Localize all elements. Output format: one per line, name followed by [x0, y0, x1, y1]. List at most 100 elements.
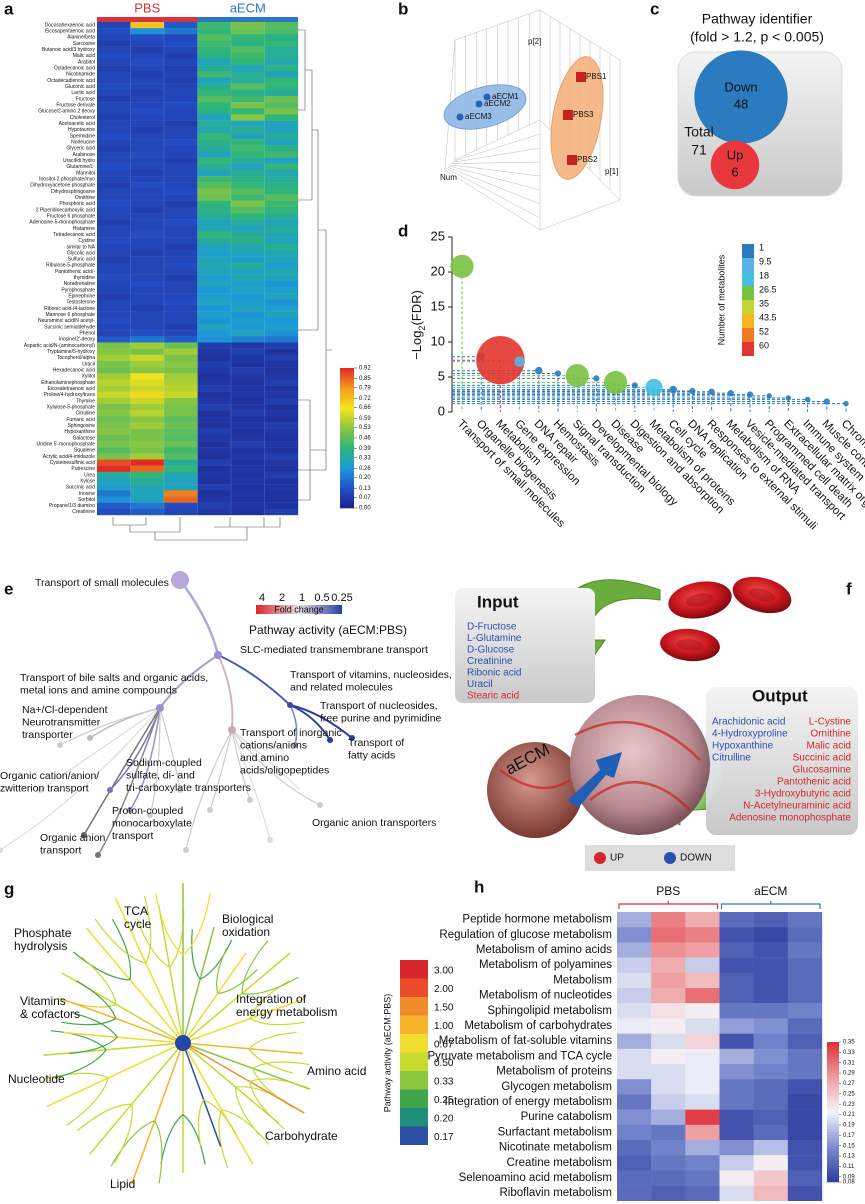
- heat-cell: [231, 243, 265, 251]
- heat-cell: [97, 478, 131, 485]
- heat-cell: [130, 385, 165, 392]
- heat-cell: [164, 102, 198, 109]
- colorbar-label: 0.66: [359, 405, 371, 411]
- bubble-value: 48: [734, 96, 748, 111]
- heat-cell: [97, 342, 131, 349]
- heat-cell: [197, 163, 232, 171]
- heat-cell: [164, 89, 198, 97]
- colorbar-step: [340, 482, 354, 485]
- tree-node: [267, 837, 273, 843]
- heat-cell: [753, 1064, 789, 1080]
- heat-cell: [97, 422, 131, 429]
- heat-cell: [264, 286, 299, 294]
- group-ellipse: [443, 84, 527, 130]
- colorbar-label: 0.00: [359, 506, 371, 512]
- row-label: Octadecanoic acid: [54, 66, 95, 72]
- heat-cell: [264, 360, 299, 368]
- row-label: Xylitol: [82, 374, 95, 380]
- colorbar-label: 0.72: [359, 396, 371, 402]
- heat-cell: [97, 169, 131, 177]
- node-label: Lipid: [110, 1177, 135, 1191]
- heat-cell: [97, 360, 131, 368]
- heat-cell: [197, 385, 232, 392]
- heat-cell: [97, 453, 131, 460]
- colorbar-label: 0.46: [359, 436, 371, 442]
- heat-cell: [231, 102, 265, 109]
- heat-cell: [197, 34, 232, 41]
- heat-cell: [685, 912, 720, 928]
- row-label: Hypoxanthine: [64, 429, 95, 435]
- heat-cell: [231, 89, 265, 97]
- group-ellipse: [550, 56, 604, 180]
- heat-cell: [197, 268, 232, 275]
- heat-cell: [130, 286, 165, 294]
- row-label: Testosterone: [66, 300, 95, 306]
- tree-twig: [155, 893, 184, 956]
- heat-cell: [164, 28, 198, 35]
- node-label: metal ions and amine compounds: [20, 684, 177, 696]
- row-label: thymidine: [74, 275, 96, 281]
- y-axis-label-part: (FDR): [409, 290, 424, 325]
- colorbar-step: [340, 382, 354, 385]
- tree-branch: [46, 1042, 184, 1108]
- heat-cell: [130, 496, 165, 503]
- legend-dot: [664, 852, 676, 864]
- heat-cell: [231, 360, 265, 368]
- colorbar-step: [340, 438, 354, 441]
- tree-twig: [66, 1077, 109, 1126]
- heat-cell: [164, 225, 198, 232]
- bubble: [694, 50, 788, 144]
- heat-cell: [164, 317, 198, 325]
- heat-cell: [231, 114, 265, 121]
- row-label: Pyrophosphate: [61, 287, 95, 293]
- heat-cell: [97, 132, 131, 140]
- heat-cell: [97, 176, 131, 183]
- heat-cell: [97, 89, 131, 97]
- heat-cell: [164, 262, 198, 269]
- heat-cell: [231, 200, 265, 208]
- colorbar-step: [827, 1044, 839, 1048]
- down-item: Hypoxanthine: [712, 741, 774, 752]
- row-label: Histamine: [73, 226, 95, 232]
- row-label: Alanine/beta: [67, 35, 95, 41]
- colorbar-label: 0.29: [843, 1071, 855, 1077]
- heat-cell: [164, 478, 198, 485]
- heat-cell: [231, 323, 265, 331]
- tree-edge: [217, 654, 234, 731]
- heat-cell: [264, 151, 299, 158]
- heat-cell: [97, 46, 131, 54]
- row-label: Phosphoric acid: [59, 201, 95, 207]
- fold-tick-label: 2: [279, 592, 285, 604]
- heat-cell: [264, 484, 299, 491]
- heat-cell: [617, 1079, 652, 1095]
- legend-title: Pathway activity (aECM:PBS): [382, 994, 392, 1113]
- tree-branch: [182, 952, 247, 1044]
- up-item: Ornithine: [810, 729, 851, 740]
- heat-cell: [197, 293, 232, 300]
- heat-cell: [97, 441, 131, 448]
- rbc-dimple: [676, 639, 704, 651]
- heat-cell: [753, 1048, 789, 1065]
- heat-cell: [197, 120, 232, 127]
- heat-cell: [231, 471, 265, 479]
- heat-cell: [617, 1003, 652, 1019]
- heat-cell: [685, 1094, 720, 1110]
- row-label: Cysteinesulfinic acid: [50, 460, 96, 466]
- heat-cell: [164, 139, 198, 146]
- up-item: Glucosamine: [793, 765, 852, 776]
- heat-cell: [164, 373, 198, 380]
- heat-cell: [164, 422, 198, 429]
- heat-cell: [197, 478, 232, 485]
- heat-cell: [753, 972, 789, 989]
- legend-title: Number of metabolites: [716, 254, 726, 345]
- heat-cell: [130, 330, 165, 337]
- heat-cell: [231, 397, 265, 405]
- heat-cell: [164, 305, 198, 312]
- heat-cell: [719, 942, 754, 958]
- tree-twig: [94, 918, 146, 964]
- heat-cell: [685, 1185, 720, 1201]
- heat-cell: [753, 942, 789, 958]
- tree-branch: [61, 972, 184, 1044]
- colorbar-label: 0.13: [359, 486, 371, 492]
- legend-label: 0.25: [434, 1095, 454, 1106]
